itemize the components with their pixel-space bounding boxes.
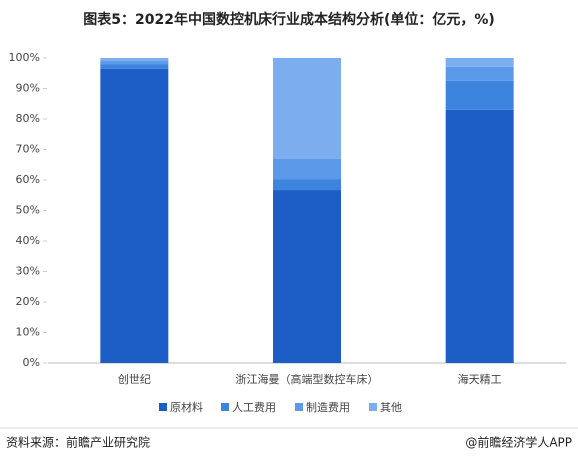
legend-label: 人工费用 (232, 401, 276, 414)
legend-swatch (295, 403, 303, 411)
legend-label: 制造费用 (306, 400, 350, 414)
bar-segment (273, 158, 341, 180)
chart-title: 图表5：2022年中国数控机床行业成本结构分析(单位：亿元，%) (83, 11, 495, 28)
x-tick-label: 浙江海曼（高端型数控车床） (236, 372, 379, 386)
y-tick-label: 60% (16, 173, 40, 186)
bar-segment (100, 68, 169, 364)
bar-segment (445, 80, 514, 110)
bar-segment (445, 58, 514, 67)
legend-swatch (369, 403, 377, 411)
bar-segment (445, 66, 514, 81)
source: 资料来源：前瞻产业研究院 (6, 435, 150, 450)
legend-label: 原材料 (170, 400, 203, 414)
y-tick-label: 70% (16, 143, 40, 156)
y-tick-label: 90% (16, 82, 40, 95)
legend-swatch (159, 403, 167, 411)
y-tick-label: 50% (16, 204, 40, 217)
brand: @前瞻经济学人APP (465, 435, 572, 450)
y-tick-label: 20% (16, 295, 40, 308)
bar-segment (100, 58, 169, 62)
bar-segment (273, 190, 341, 363)
y-tick-label: 0% (23, 356, 40, 369)
bar-segment (445, 109, 514, 363)
y-tick-label: 10% (16, 326, 40, 339)
bar-segment (100, 61, 169, 65)
bar-segment (273, 179, 341, 191)
y-tick-label: 100% (9, 51, 40, 64)
x-tick-label: 海天精工 (458, 372, 502, 386)
x-tick-label: 创世纪 (118, 373, 151, 386)
legend-swatch (221, 403, 229, 411)
y-tick-label: 30% (16, 265, 40, 278)
bar-segment (273, 58, 341, 159)
y-tick-label: 80% (16, 112, 40, 125)
legend-label: 其他 (380, 401, 402, 414)
y-tick-label: 40% (16, 234, 40, 247)
bar-segment (100, 64, 169, 69)
